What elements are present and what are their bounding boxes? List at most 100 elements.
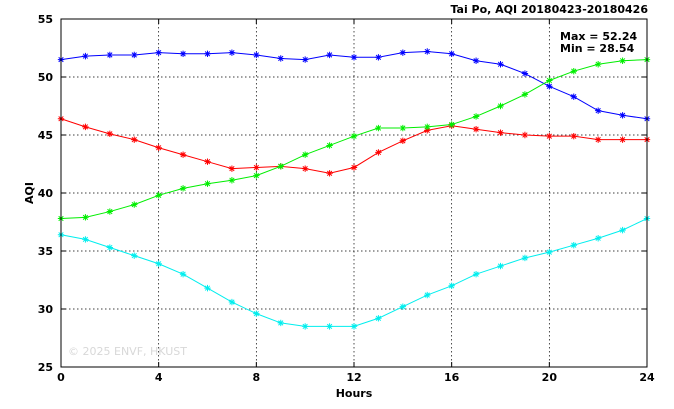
data-point-marker: [570, 93, 577, 100]
series-3: [57, 56, 651, 222]
y-tick-label: 55: [38, 13, 53, 26]
data-point-marker: [155, 144, 162, 151]
data-point-marker: [301, 151, 309, 158]
series-4: [57, 215, 651, 330]
data-point-marker: [106, 208, 114, 215]
data-point-marker: [546, 132, 553, 140]
x-tick-label: 8: [253, 371, 261, 384]
data-point-marker: [228, 49, 236, 56]
series-line: [60, 50, 648, 120]
x-tick-label: 4: [155, 371, 163, 384]
data-point-marker: [350, 132, 358, 140]
data-point-marker: [375, 315, 382, 322]
data-point-marker: [399, 49, 407, 56]
data-point-marker: [594, 61, 602, 68]
data-point-marker: [448, 50, 455, 57]
series-2: [57, 115, 651, 177]
data-point-marker: [521, 70, 529, 77]
data-point-marker: [301, 165, 309, 172]
data-point-marker: [326, 323, 333, 330]
x-tick-label: 0: [57, 371, 65, 384]
data-point-marker: [106, 244, 114, 251]
axis-ticks: 0 4 8 12 16 20 24 25 30 35 40 45 50 55: [38, 13, 655, 384]
data-point-marker: [375, 149, 382, 156]
data-point-marker: [253, 310, 260, 317]
data-point-marker: [424, 291, 431, 299]
y-tick-label: 50: [38, 71, 54, 84]
data-point-marker: [546, 248, 553, 256]
data-point-marker: [131, 51, 138, 59]
data-point-marker: [448, 282, 455, 289]
data-point-marker: [326, 142, 333, 149]
data-point-marker: [497, 129, 504, 136]
data-point-marker: [179, 271, 187, 278]
min-annotation: Min = 28.54: [560, 42, 635, 55]
data-point-marker: [521, 91, 529, 98]
data-point-marker: [594, 136, 602, 143]
watermark-text: © 2025 ENVF, HKUST: [68, 345, 187, 358]
data-point-marker: [594, 107, 602, 114]
data-point-marker: [204, 50, 211, 57]
data-point-marker: [472, 57, 480, 64]
data-point-marker: [570, 242, 577, 249]
data-point-marker: [301, 56, 309, 63]
data-point-marker: [253, 164, 260, 171]
data-point-marker: [424, 123, 431, 131]
max-annotation: Max = 52.24: [560, 30, 637, 43]
chart-title: Tai Po, AQI 20180423-20180426: [450, 3, 648, 16]
data-point-marker: [82, 123, 89, 131]
data-point-marker: [619, 112, 626, 119]
data-point-marker: [546, 83, 553, 90]
data-point-marker: [497, 61, 504, 68]
x-tick-label: 24: [639, 371, 655, 384]
data-point-marker: [350, 164, 358, 171]
data-point-marker: [228, 177, 236, 184]
data-point-marker: [497, 262, 504, 270]
data-point-marker: [424, 48, 431, 55]
series-1: [57, 48, 651, 122]
data-point-marker: [82, 52, 89, 60]
data-point-marker: [82, 214, 89, 221]
data-point-marker: [399, 124, 407, 132]
data-point-marker: [277, 163, 284, 170]
y-tick-label: 35: [38, 245, 53, 258]
data-point-marker: [179, 151, 187, 158]
data-point-marker: [424, 127, 431, 134]
data-point-marker: [472, 126, 480, 133]
y-axis-label: AQI: [23, 182, 36, 204]
data-point-marker: [619, 226, 626, 234]
data-point-marker: [155, 260, 162, 267]
gridlines: [61, 19, 647, 367]
data-point-marker: [521, 254, 529, 262]
data-point-marker: [546, 77, 553, 84]
data-point-marker: [228, 298, 236, 306]
data-point-marker: [301, 323, 309, 330]
y-tick-label: 45: [38, 129, 53, 142]
data-point-marker: [204, 158, 211, 165]
data-point-marker: [253, 172, 260, 179]
x-tick-label: 12: [346, 371, 361, 384]
data-point-marker: [521, 131, 529, 139]
data-point-marker: [131, 201, 138, 208]
data-point-marker: [619, 136, 626, 143]
data-point-marker: [350, 323, 358, 330]
data-point-marker: [253, 51, 260, 59]
data-point-marker: [570, 68, 577, 75]
data-point-marker: [204, 180, 211, 187]
data-point-marker: [131, 136, 138, 143]
data-point-marker: [326, 51, 333, 59]
data-point-marker: [497, 102, 504, 110]
data-point-marker: [179, 50, 187, 57]
data-point-marker: [375, 54, 382, 61]
data-point-marker: [399, 137, 407, 144]
x-tick-label: 16: [444, 371, 460, 384]
data-point-marker: [570, 132, 577, 140]
data-point-marker: [228, 165, 236, 172]
series-layer: [57, 48, 651, 330]
data-point-marker: [399, 303, 407, 310]
y-tick-label: 30: [38, 303, 54, 316]
data-point-marker: [375, 124, 382, 132]
data-point-marker: [594, 235, 602, 242]
data-point-marker: [179, 185, 187, 192]
